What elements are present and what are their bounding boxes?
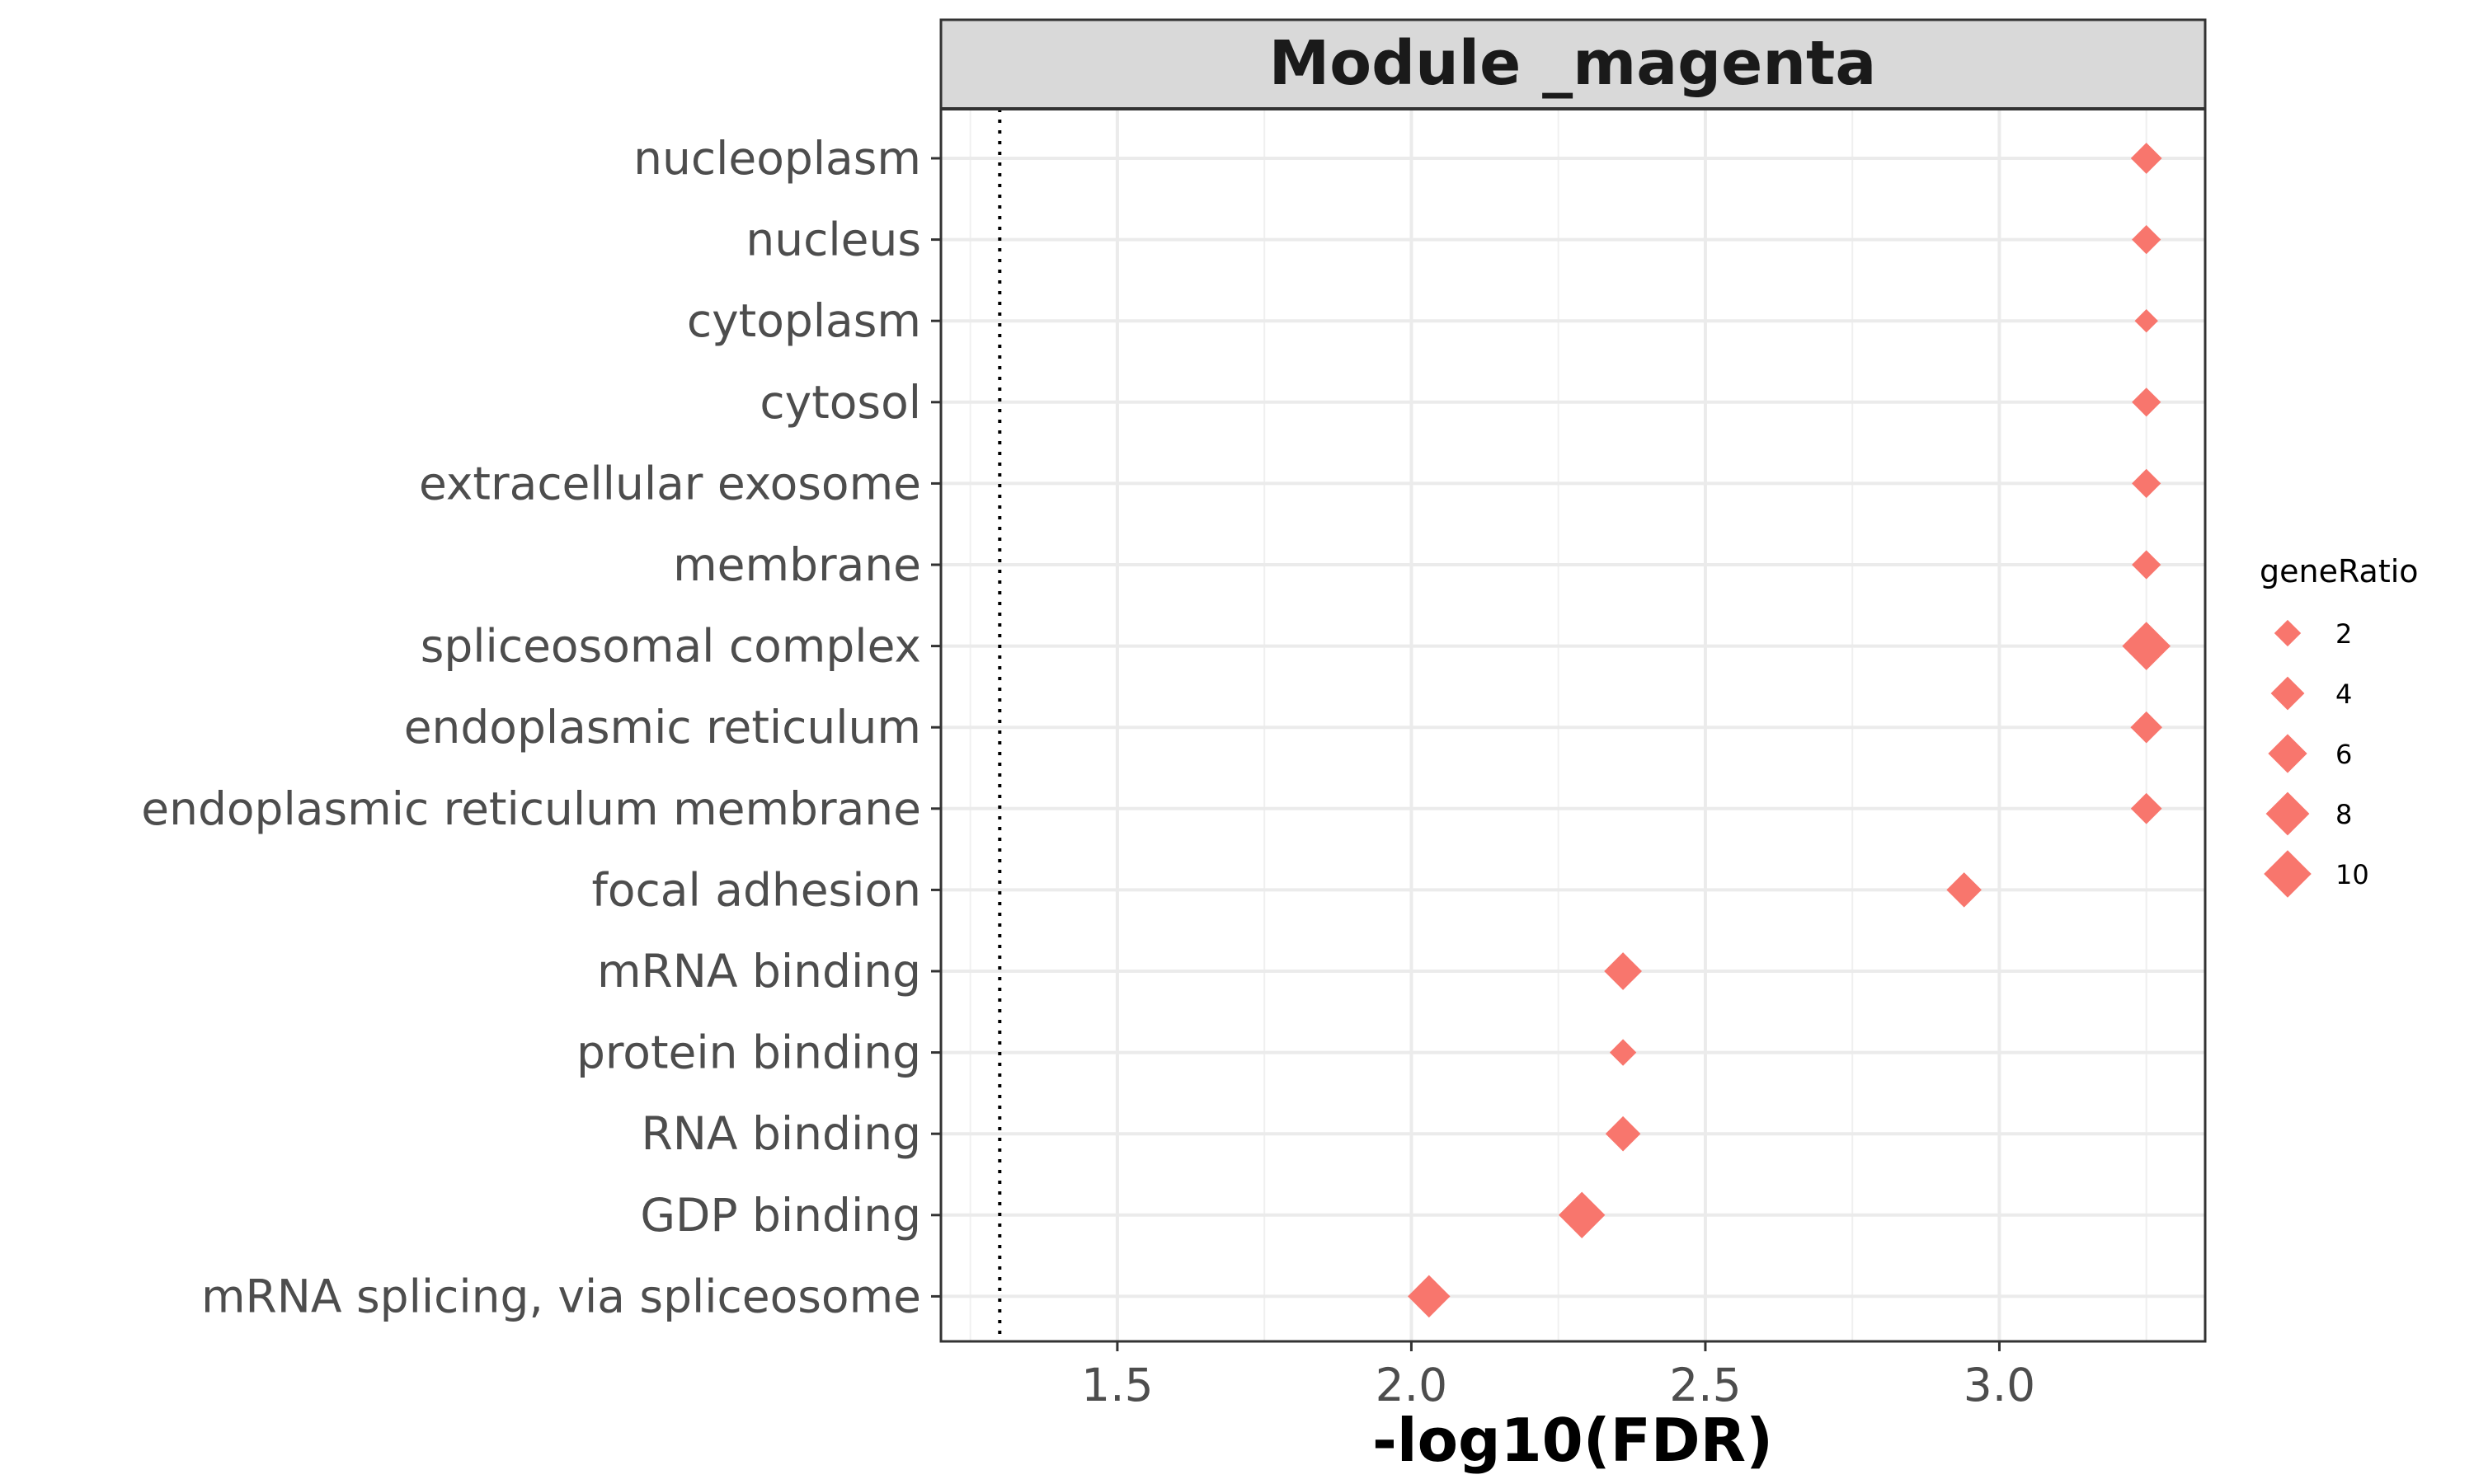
data-points bbox=[1408, 143, 2171, 1318]
data-point bbox=[2130, 143, 2162, 174]
y-tick-label: spliceosomal complex bbox=[421, 620, 921, 673]
legend-label: 6 bbox=[2335, 739, 2352, 770]
data-point bbox=[2122, 622, 2171, 670]
facet-strip-title: Module _magenta bbox=[1269, 28, 1877, 99]
legend-label: 8 bbox=[2335, 799, 2352, 830]
x-tick-label: 3.0 bbox=[1964, 1359, 2035, 1411]
y-tick-label: mRNA binding bbox=[597, 945, 921, 998]
plot-panel bbox=[941, 109, 2205, 1341]
data-point bbox=[1609, 1039, 1637, 1066]
x-tick-label: 2.0 bbox=[1376, 1359, 1447, 1411]
y-tick-label: focal adhesion bbox=[592, 863, 921, 916]
data-point bbox=[1605, 1115, 1641, 1152]
data-point bbox=[1408, 1275, 1451, 1318]
y-tick-label: RNA binding bbox=[642, 1107, 921, 1160]
y-tick-label: extracellular exosome bbox=[419, 457, 921, 510]
y-tick-label: nucleoplasm bbox=[633, 132, 921, 185]
x-axis: 1.5 2.0 2.5 3.0 bbox=[1081, 1341, 2035, 1411]
legend-key bbox=[2270, 676, 2305, 711]
legend-title: geneRatio bbox=[2260, 553, 2419, 589]
y-tick-label: endoplasmic reticulum bbox=[404, 701, 921, 754]
y-tick-label: protein binding bbox=[576, 1026, 921, 1079]
legend-key bbox=[2264, 850, 2312, 898]
data-point bbox=[1946, 872, 1982, 908]
data-point bbox=[2130, 711, 2162, 744]
x-axis-title: -log10(FDR) bbox=[1372, 1406, 1773, 1475]
x-tick-label: 1.5 bbox=[1081, 1359, 1153, 1411]
data-point bbox=[2132, 468, 2161, 499]
legend-label: 10 bbox=[2335, 859, 2369, 890]
y-tick-label: GDP binding bbox=[640, 1189, 921, 1242]
y-tick-label: membrane bbox=[673, 538, 921, 591]
y-tick-label: cytosol bbox=[760, 376, 921, 429]
legend-label: 4 bbox=[2335, 679, 2352, 710]
y-tick-label: endoplasmic reticulum membrane bbox=[141, 782, 921, 835]
data-point bbox=[2132, 224, 2161, 255]
y-tick-label: cytoplasm bbox=[687, 294, 921, 347]
data-point bbox=[1604, 952, 1642, 990]
facet-strip bbox=[939, 18, 2207, 110]
legend-label: 2 bbox=[2335, 618, 2352, 650]
data-point bbox=[2130, 792, 2162, 824]
y-axis: nucleoplasm nucleus cytoplasm cytosol extrac… bbox=[141, 132, 941, 1322]
data-point bbox=[1559, 1191, 1606, 1238]
data-point bbox=[2132, 387, 2161, 417]
x-tick-label: 2.5 bbox=[1669, 1359, 1741, 1411]
legend-key bbox=[2274, 619, 2302, 647]
data-point bbox=[2132, 550, 2161, 580]
major-grid bbox=[941, 109, 2205, 1341]
y-tick-label: nucleus bbox=[745, 214, 921, 266]
legend-key bbox=[2268, 734, 2307, 773]
y-tick-label: mRNA splicing, via spliceosome bbox=[201, 1270, 921, 1322]
legend-key bbox=[2265, 791, 2310, 836]
data-point bbox=[2134, 308, 2158, 333]
legend: geneRatio 2 4 6 8 10 bbox=[2260, 553, 2419, 898]
